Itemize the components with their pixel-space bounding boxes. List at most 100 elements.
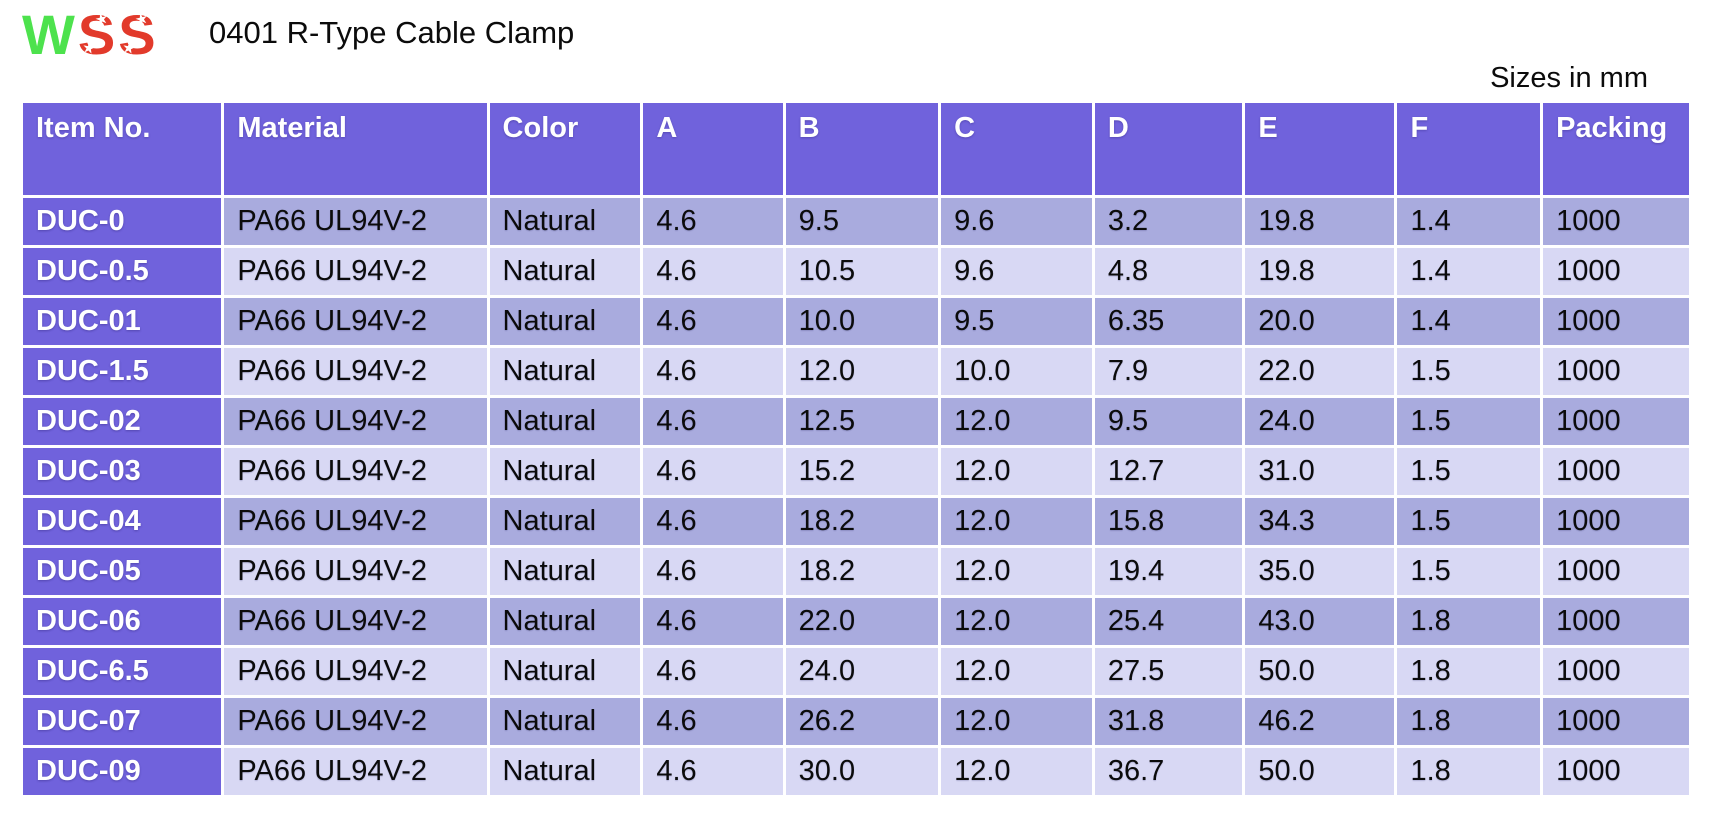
cell-f: 1.8 (1397, 648, 1541, 695)
wss-logo: WS ★ ★ S ★ ★ (22, 2, 159, 68)
cell-packing: 1000 (1543, 698, 1689, 745)
cell-material: PA66 UL94V-2 (224, 648, 487, 695)
cell-f: 1.8 (1397, 698, 1541, 745)
column-header-e: E (1245, 103, 1395, 195)
cell-item-no: DUC-02 (23, 398, 222, 445)
column-header-c: C (941, 103, 1092, 195)
cell-a: 4.6 (643, 648, 783, 695)
cell-a: 4.6 (643, 548, 783, 595)
cell-color: Natural (489, 648, 641, 695)
cell-b: 9.5 (785, 198, 939, 245)
cell-f: 1.5 (1397, 548, 1541, 595)
cell-material: PA66 UL94V-2 (224, 198, 487, 245)
table-row: DUC-1.5 PA66 UL94V-2 Natural 4.6 12.0 10.0 7.9… (23, 348, 1689, 395)
cell-material: PA66 UL94V-2 (224, 348, 487, 395)
column-header-packing: Packing (1543, 103, 1689, 195)
cell-c: 10.0 (941, 348, 1092, 395)
cell-packing: 1000 (1543, 498, 1689, 545)
cell-b: 12.5 (785, 398, 939, 445)
cell-material: PA66 UL94V-2 (224, 298, 487, 345)
cell-a: 4.6 (643, 398, 783, 445)
cell-c: 12.0 (941, 448, 1092, 495)
cell-e: 22.0 (1245, 348, 1395, 395)
cell-f: 1.5 (1397, 348, 1541, 395)
cell-material: PA66 UL94V-2 (224, 698, 487, 745)
cell-color: Natural (489, 548, 641, 595)
cell-item-no: DUC-01 (23, 298, 222, 345)
cell-item-no: DUC-03 (23, 448, 222, 495)
logo-letter-w: W (22, 3, 78, 66)
table-row: DUC-06 PA66 UL94V-2 Natural 4.6 22.0 12.0 25.4… (23, 598, 1689, 645)
cell-d: 6.35 (1094, 298, 1243, 345)
cell-d: 15.8 (1094, 498, 1243, 545)
cell-d: 9.5 (1094, 398, 1243, 445)
cell-f: 1.8 (1397, 598, 1541, 645)
cell-d: 36.7 (1094, 748, 1243, 795)
cell-color: Natural (489, 398, 641, 445)
column-header-a: A (643, 103, 783, 195)
table-body: DUC-0 PA66 UL94V-2 Natural 4.6 9.5 9.6 3.2 19.8… (23, 198, 1689, 795)
cell-item-no: DUC-05 (23, 548, 222, 595)
cell-b: 30.0 (785, 748, 939, 795)
cell-packing: 1000 (1543, 348, 1689, 395)
cell-f: 1.4 (1397, 248, 1541, 295)
cell-a: 4.6 (643, 198, 783, 245)
cell-color: Natural (489, 698, 641, 745)
table-row: DUC-6.5 PA66 UL94V-2 Natural 4.6 24.0 12.0 27.… (23, 648, 1689, 695)
cell-c: 9.5 (941, 298, 1092, 345)
cell-f: 1.5 (1397, 398, 1541, 445)
column-header-material: Material (224, 103, 487, 195)
cell-b: 10.0 (785, 298, 939, 345)
column-header-b: B (785, 103, 939, 195)
cell-b: 12.0 (785, 348, 939, 395)
cell-f: 1.4 (1397, 298, 1541, 345)
cell-a: 4.6 (643, 298, 783, 345)
table-row: DUC-02 PA66 UL94V-2 Natural 4.6 12.5 12.0 9.5 2… (23, 398, 1689, 445)
cell-c: 12.0 (941, 548, 1092, 595)
cell-color: Natural (489, 598, 641, 645)
cell-packing: 1000 (1543, 398, 1689, 445)
cell-packing: 1000 (1543, 648, 1689, 695)
cell-color: Natural (489, 498, 641, 545)
cell-f: 1.8 (1397, 748, 1541, 795)
cell-d: 4.8 (1094, 248, 1243, 295)
logo-letter-s1: S ★ ★ (78, 2, 118, 68)
column-header-f: F (1397, 103, 1541, 195)
cell-b: 24.0 (785, 648, 939, 695)
size-table: Item No. Material Color A B C D E F Packing DUC-0… (20, 100, 1692, 798)
cell-b: 18.2 (785, 548, 939, 595)
cell-e: 43.0 (1245, 598, 1395, 645)
cell-a: 4.6 (643, 748, 783, 795)
column-header-d: D (1094, 103, 1243, 195)
cell-a: 4.6 (643, 348, 783, 395)
cell-d: 27.5 (1094, 648, 1243, 695)
cell-e: 50.0 (1245, 648, 1395, 695)
cell-material: PA66 UL94V-2 (224, 248, 487, 295)
cell-e: 20.0 (1245, 298, 1395, 345)
cell-packing: 1000 (1543, 298, 1689, 345)
cell-c: 12.0 (941, 698, 1092, 745)
cell-material: PA66 UL94V-2 (224, 598, 487, 645)
cell-item-no: DUC-09 (23, 748, 222, 795)
cell-item-no: DUC-0.5 (23, 248, 222, 295)
cell-item-no: DUC-1.5 (23, 348, 222, 395)
cell-b: 15.2 (785, 448, 939, 495)
cell-packing: 1000 (1543, 748, 1689, 795)
cell-a: 4.6 (643, 598, 783, 645)
sizes-unit-label: Sizes in mm (1490, 62, 1648, 94)
cell-packing: 1000 (1543, 248, 1689, 295)
cell-e: 31.0 (1245, 448, 1395, 495)
cell-item-no: DUC-06 (23, 598, 222, 645)
cell-e: 19.8 (1245, 248, 1395, 295)
cell-d: 7.9 (1094, 348, 1243, 395)
cell-e: 24.0 (1245, 398, 1395, 445)
cell-f: 1.4 (1397, 198, 1541, 245)
cell-b: 18.2 (785, 498, 939, 545)
cell-a: 4.6 (643, 248, 783, 295)
table-header-row: Item No. Material Color A B C D E F Packing (23, 103, 1689, 195)
table-row: DUC-01 PA66 UL94V-2 Natural 4.6 10.0 9.5 6.35 2… (23, 298, 1689, 345)
cell-c: 12.0 (941, 498, 1092, 545)
cell-e: 19.8 (1245, 198, 1395, 245)
cell-c: 12.0 (941, 648, 1092, 695)
table-row: DUC-09 PA66 UL94V-2 Natural 4.6 30.0 12.0 36.7… (23, 748, 1689, 795)
